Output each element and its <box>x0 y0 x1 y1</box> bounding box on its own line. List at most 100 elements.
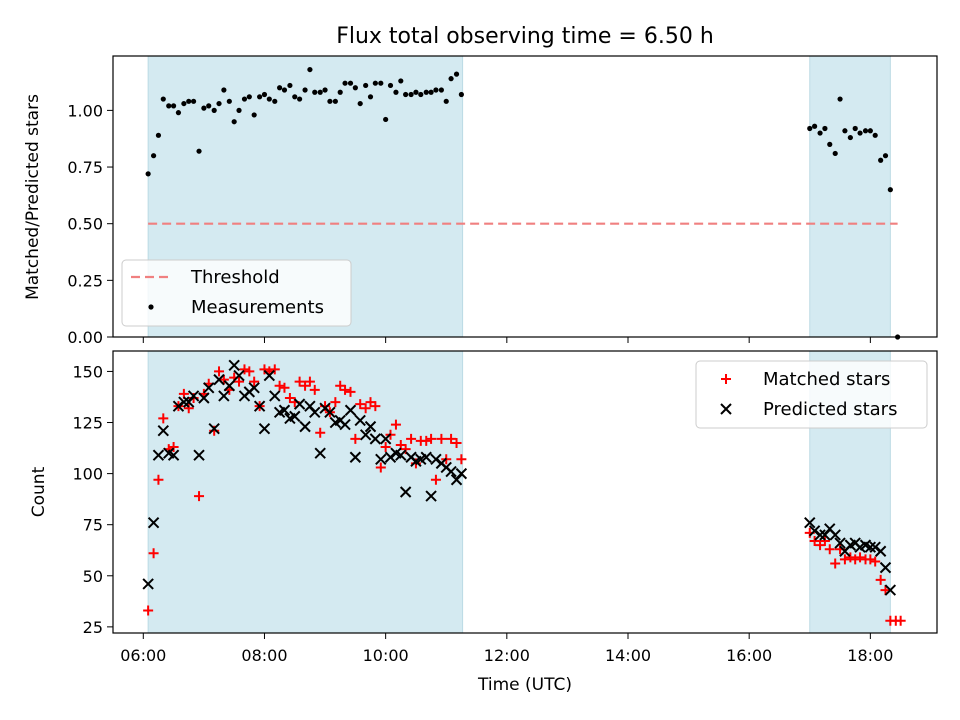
observing-window-1 <box>147 350 464 634</box>
matched-star-point <box>355 399 366 410</box>
measurement-point <box>186 98 192 104</box>
predicted-star-point <box>248 382 260 394</box>
predicted-star-point <box>874 545 887 557</box>
measurement-point <box>872 132 878 138</box>
matched-star-point <box>430 474 441 485</box>
measurement-point <box>226 98 232 104</box>
matched-star-point <box>380 442 391 453</box>
measurement-point <box>812 123 818 129</box>
matched-star-point <box>244 366 255 377</box>
measurement-point <box>882 153 889 159</box>
x-tick-label: 08:00 <box>241 646 287 665</box>
measurement-point <box>837 96 843 102</box>
matched-star-point <box>350 433 361 444</box>
matched-star-point <box>850 554 861 565</box>
measurement-point <box>231 119 237 125</box>
matched-star-point <box>875 574 886 585</box>
legend-predicted-swatch <box>720 403 732 415</box>
predicted-star-point <box>223 380 236 392</box>
predicted-star-point <box>379 433 392 445</box>
measurement-point <box>251 112 257 118</box>
measurement-point <box>822 125 828 132</box>
predicted-star-point <box>142 578 154 590</box>
x-tick-label: 18:00 <box>847 646 893 665</box>
x-tick-label: 12:00 <box>484 646 530 665</box>
measurement-point <box>322 87 328 93</box>
predicted-star-point <box>152 449 165 461</box>
axis-ticks: 0.00 0.25 0.50 0.75 1.00 <box>67 101 871 347</box>
predicted-star-point <box>187 390 200 402</box>
predicted-star-point <box>193 449 205 461</box>
matched-star-point <box>865 554 876 565</box>
predicted-star-point <box>804 516 816 529</box>
measurement-point <box>292 94 298 100</box>
matched-star-point <box>390 419 401 430</box>
predicted-star-point <box>233 369 245 382</box>
y-tick-label: 75 <box>83 516 103 535</box>
matched-star-point <box>406 433 417 444</box>
measurement-point <box>272 98 278 104</box>
predicted-star-point <box>203 382 215 394</box>
measurement-point <box>423 89 429 95</box>
measurement-point <box>261 91 268 98</box>
matched-star-point <box>259 364 270 375</box>
y-tick-label: 0.00 <box>67 328 103 347</box>
measurement-point <box>332 98 338 104</box>
matched-star-point <box>279 382 290 393</box>
measurement-point <box>408 91 414 98</box>
x-tick-label: 06:00 <box>120 646 166 665</box>
bottom-panel-counts: 25 50 75 100 125 150 06:00 08:00 10:00 12:00 14:00… <box>29 350 938 695</box>
predicted-star-point <box>445 465 457 478</box>
y-tick-label: 50 <box>83 567 103 586</box>
matched-star-point <box>234 376 245 387</box>
measurement-point <box>363 82 369 89</box>
matched-star-point <box>845 552 856 563</box>
y-axis-label: Count <box>29 466 49 517</box>
measurement-point <box>413 89 419 95</box>
matched-star-point <box>451 437 462 448</box>
predicted-star-point <box>399 486 412 498</box>
predicted-star-point <box>864 541 877 553</box>
measurement-point <box>206 103 212 109</box>
measurement-point <box>398 78 404 84</box>
measurement-point <box>372 80 378 86</box>
predicted-star-point <box>269 390 281 402</box>
measurement-point <box>378 80 384 86</box>
legend-measurements-swatch <box>148 304 154 310</box>
measurement-point <box>327 98 333 104</box>
matched-star-point <box>855 552 866 563</box>
chart-title: Flux total observing time = 6.50 h <box>336 24 714 49</box>
legend: Threshold Measurements <box>121 259 352 327</box>
matched-star-point <box>809 536 820 547</box>
matched-star-point <box>456 454 467 465</box>
measurement-point <box>317 89 323 95</box>
y-tick-label: 150 <box>72 362 103 381</box>
measurement-point <box>312 89 318 95</box>
measurement-point <box>302 87 308 93</box>
matched-star-point <box>824 544 835 555</box>
measurement-point <box>160 96 166 102</box>
measurement-point <box>842 128 848 134</box>
predicted-star-point <box>829 529 841 541</box>
y-tick-label: 1.00 <box>67 101 103 120</box>
y-tick-label: 125 <box>72 414 103 433</box>
predicted-star-point <box>369 433 382 445</box>
legend-predicted-label: Predicted stars <box>763 399 897 420</box>
matched-star-point <box>153 474 164 485</box>
matched-star-point <box>294 376 305 387</box>
predicted-star-point <box>814 529 826 541</box>
measurement-point <box>433 87 439 93</box>
measurement-point <box>287 82 293 89</box>
measurement-point <box>458 91 464 98</box>
predicted-star-point <box>354 414 366 427</box>
measurement-point <box>393 89 399 95</box>
y-tick-label: 0.75 <box>67 158 103 177</box>
measurement-point <box>257 94 263 100</box>
measurement-point <box>418 91 424 98</box>
legend-matched-label: Matched stars <box>763 369 890 390</box>
predicted-star-point <box>834 537 846 549</box>
legend-box <box>695 360 928 429</box>
measurement-point <box>817 130 823 136</box>
measurement-point <box>266 96 272 102</box>
